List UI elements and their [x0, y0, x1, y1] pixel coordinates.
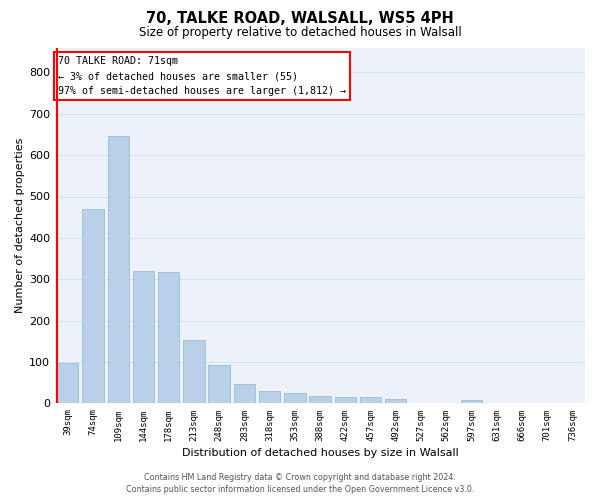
Bar: [259, 391, 280, 404]
Bar: [310, 396, 331, 404]
Text: Contains HM Land Registry data © Crown copyright and database right 2024.
Contai: Contains HM Land Registry data © Crown c…: [126, 472, 474, 494]
Bar: [360, 397, 381, 404]
Bar: [385, 400, 406, 404]
Bar: [183, 340, 205, 404]
Bar: [57, 364, 79, 404]
X-axis label: Distribution of detached houses by size in Walsall: Distribution of detached houses by size …: [182, 448, 458, 458]
Text: 70, TALKE ROAD, WALSALL, WS5 4PH: 70, TALKE ROAD, WALSALL, WS5 4PH: [146, 11, 454, 26]
Bar: [82, 209, 104, 404]
Y-axis label: Number of detached properties: Number of detached properties: [15, 138, 25, 313]
Bar: [107, 136, 129, 404]
Bar: [133, 271, 154, 404]
Bar: [208, 366, 230, 404]
Text: 70 TALKE ROAD: 71sqm
← 3% of detached houses are smaller (55)
97% of semi-detach: 70 TALKE ROAD: 71sqm ← 3% of detached ho…: [58, 56, 346, 96]
Bar: [158, 272, 179, 404]
Bar: [233, 384, 255, 404]
Bar: [284, 393, 305, 404]
Bar: [335, 397, 356, 404]
Bar: [461, 400, 482, 404]
Text: Size of property relative to detached houses in Walsall: Size of property relative to detached ho…: [139, 26, 461, 39]
